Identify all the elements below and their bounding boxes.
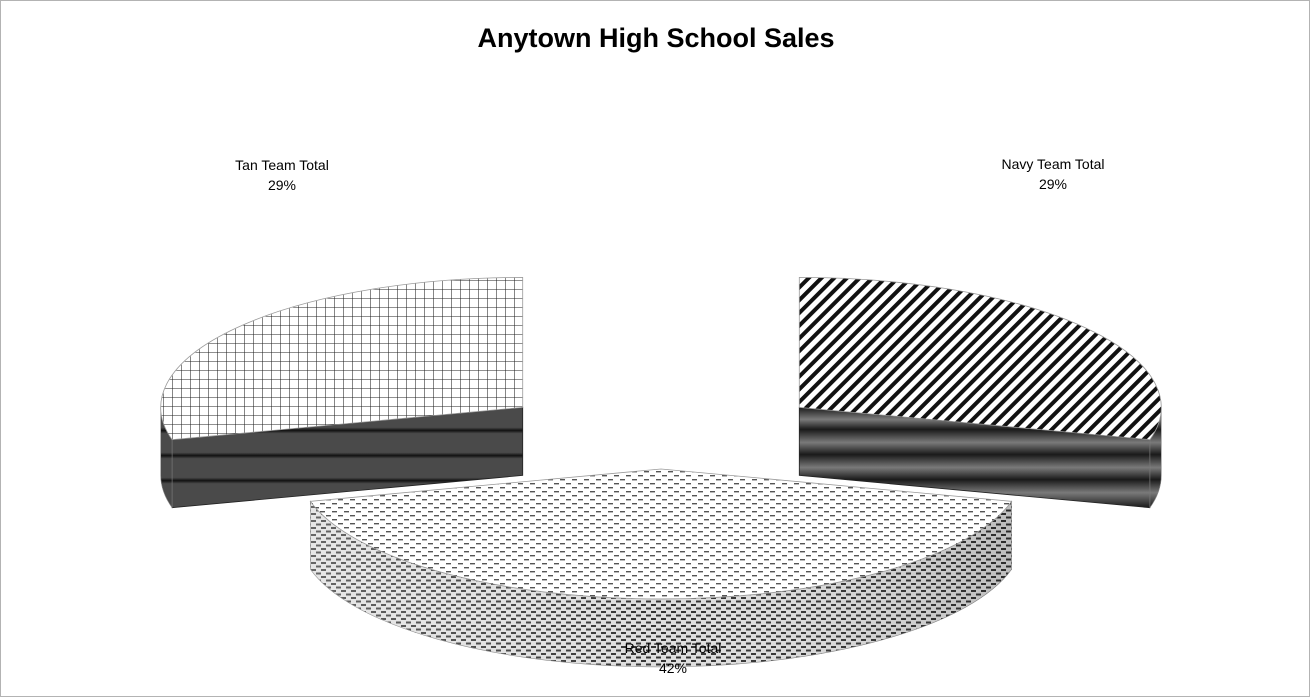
pie-slice-tan (160, 276, 524, 509)
pie-slice-navy-top (798, 276, 1162, 441)
pie-label-red-name: Red Team Total (625, 640, 722, 656)
pie-slice-navy (798, 276, 1162, 509)
pie-slice-tan-top (160, 276, 524, 441)
pie-slice-red (309, 468, 1013, 668)
pie-label-navy-percent: 29% (1039, 176, 1067, 192)
pie-label-navy-name: Navy Team Total (1002, 156, 1105, 172)
pie-slice-red-top (309, 468, 1013, 600)
pie-label-tan-name: Tan Team Total (235, 157, 329, 173)
pie-labels: Navy Team Total 29% Tan Team Total 29% Red T… (235, 156, 1104, 676)
chart-title: Anytown High School Sales (477, 23, 835, 53)
pie-label-tan-percent: 29% (268, 177, 296, 193)
pie-slice-red-side-shade (310, 501, 1012, 667)
pie-slices (160, 276, 1162, 668)
pie-label-red-percent: 42% (659, 660, 687, 676)
